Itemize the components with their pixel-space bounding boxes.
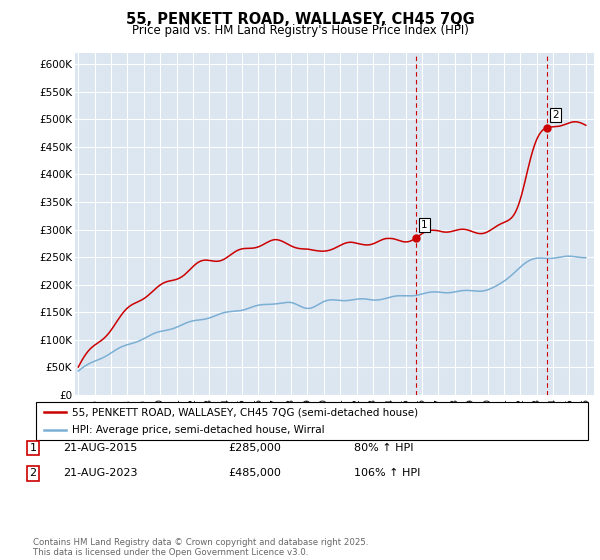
Text: 55, PENKETT ROAD, WALLASEY, CH45 7QG: 55, PENKETT ROAD, WALLASEY, CH45 7QG (125, 12, 475, 27)
Text: 21-AUG-2023: 21-AUG-2023 (63, 468, 137, 478)
Text: 1: 1 (421, 220, 428, 230)
Text: Contains HM Land Registry data © Crown copyright and database right 2025.
This d: Contains HM Land Registry data © Crown c… (33, 538, 368, 557)
Text: 2: 2 (29, 468, 37, 478)
Text: 1: 1 (29, 443, 37, 453)
Text: £285,000: £285,000 (228, 443, 281, 453)
Text: 55, PENKETT ROAD, WALLASEY, CH45 7QG (semi-detached house): 55, PENKETT ROAD, WALLASEY, CH45 7QG (se… (72, 407, 418, 417)
Text: 106% ↑ HPI: 106% ↑ HPI (354, 468, 421, 478)
Text: 21-AUG-2015: 21-AUG-2015 (63, 443, 137, 453)
Text: 2: 2 (552, 110, 559, 120)
Text: Price paid vs. HM Land Registry's House Price Index (HPI): Price paid vs. HM Land Registry's House … (131, 24, 469, 36)
Text: HPI: Average price, semi-detached house, Wirral: HPI: Average price, semi-detached house,… (72, 425, 325, 435)
Text: £485,000: £485,000 (228, 468, 281, 478)
Text: 80% ↑ HPI: 80% ↑ HPI (354, 443, 413, 453)
